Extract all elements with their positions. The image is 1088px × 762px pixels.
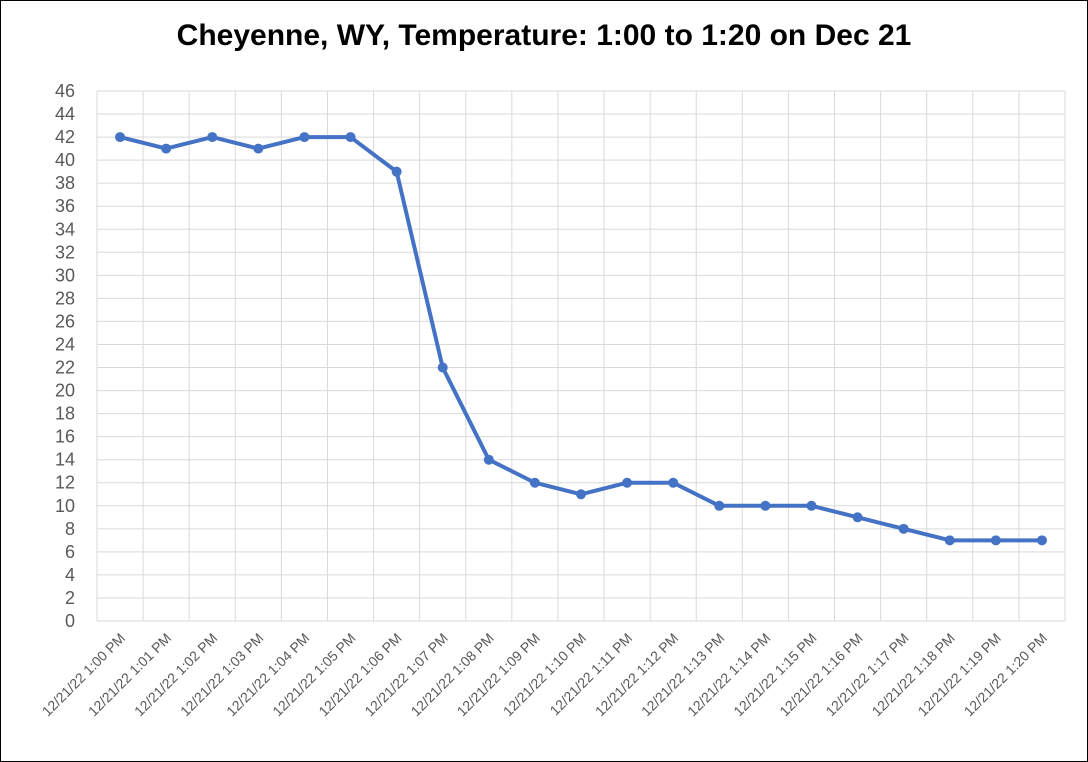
data-point — [299, 132, 310, 143]
x-tick-label: 12/21/22 1:04 PM — [223, 630, 312, 719]
data-point — [115, 132, 126, 143]
y-tick-label: 36 — [55, 196, 75, 216]
y-tick-label: 6 — [65, 542, 75, 562]
data-point — [622, 477, 633, 488]
data-point — [161, 143, 172, 154]
y-tick-label: 46 — [55, 81, 75, 101]
data-point — [437, 362, 448, 373]
x-tick-label: 12/21/22 1:14 PM — [684, 630, 773, 719]
x-tick-label: 12/21/22 1:10 PM — [500, 630, 589, 719]
y-tick-label: 44 — [55, 104, 75, 124]
x-tick-label: 12/21/22 1:13 PM — [638, 630, 727, 719]
data-point — [345, 132, 356, 143]
y-tick-label: 20 — [55, 381, 75, 401]
data-point — [207, 132, 218, 143]
y-tick-label: 30 — [55, 265, 75, 285]
x-tick-label: 12/21/22 1:08 PM — [407, 630, 496, 719]
x-tick-label: 12/21/22 1:19 PM — [915, 630, 1004, 719]
data-point — [898, 523, 909, 534]
y-tick-label: 24 — [55, 334, 75, 354]
y-tick-label: 16 — [55, 427, 75, 447]
data-point — [253, 143, 264, 154]
gridlines — [96, 90, 1066, 622]
series-line — [118, 135, 1044, 543]
x-tick-label: 12/21/22 1:05 PM — [269, 630, 358, 719]
data-point — [760, 500, 771, 511]
y-tick-label: 22 — [55, 358, 75, 378]
x-tick-label: 12/21/22 1:17 PM — [822, 630, 911, 719]
y-tick-label: 40 — [55, 150, 75, 170]
y-tick-label: 32 — [55, 242, 75, 262]
x-tick-label: 12/21/22 1:06 PM — [315, 630, 404, 719]
x-tick-label: 12/21/22 1:15 PM — [730, 630, 819, 719]
x-tick-label: 12/21/22 1:02 PM — [131, 630, 220, 719]
y-tick-label: 2 — [65, 588, 75, 608]
y-tick-label: 34 — [55, 219, 75, 239]
x-tick-label: 12/21/22 1:11 PM — [546, 630, 635, 719]
y-tick-label: 28 — [55, 288, 75, 308]
x-tick-label: 12/21/22 1:09 PM — [454, 630, 543, 719]
y-tick-label: 12 — [55, 473, 75, 493]
x-tick-label: 12/21/22 1:00 PM — [39, 630, 128, 719]
y-tick-label: 4 — [65, 565, 75, 585]
data-point — [529, 477, 540, 488]
data-point — [944, 535, 955, 546]
data-point — [714, 500, 725, 511]
x-tick-label: 12/21/22 1:20 PM — [961, 630, 1050, 719]
x-tick-label: 12/21/22 1:03 PM — [177, 630, 266, 719]
x-tick-label: 12/21/22 1:01 PM — [85, 630, 174, 719]
data-point — [391, 166, 402, 177]
data-point — [1036, 535, 1047, 546]
y-axis: 0246810121416182022242628303234363840424… — [55, 81, 75, 631]
y-tick-label: 8 — [65, 519, 75, 539]
data-point — [668, 477, 679, 488]
data-point — [852, 512, 863, 523]
data-point — [483, 454, 494, 465]
y-tick-label: 18 — [55, 404, 75, 424]
y-tick-label: 38 — [55, 173, 75, 193]
y-tick-label: 10 — [55, 496, 75, 516]
data-point — [806, 500, 817, 511]
x-tick-label: 12/21/22 1:16 PM — [776, 630, 865, 719]
y-tick-label: 0 — [65, 611, 75, 631]
chart-title: Cheyenne, WY, Temperature: 1:00 to 1:20 … — [176, 19, 912, 52]
y-tick-label: 14 — [55, 450, 75, 470]
y-tick-label: 42 — [55, 127, 75, 147]
y-tick-label: 26 — [55, 311, 75, 331]
data-point — [990, 535, 1001, 546]
x-tick-label: 12/21/22 1:07 PM — [361, 630, 450, 719]
series-temperature — [115, 132, 1047, 546]
x-tick-label: 12/21/22 1:12 PM — [592, 630, 681, 719]
x-tick-label: 12/21/22 1:18 PM — [868, 630, 957, 719]
data-point — [576, 489, 586, 500]
